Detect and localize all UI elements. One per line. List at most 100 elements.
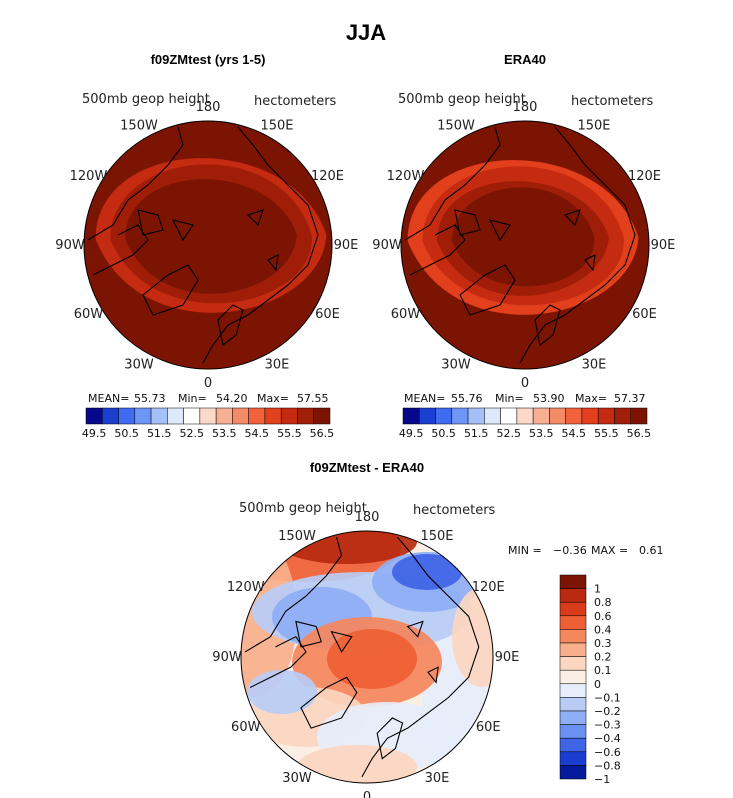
coastline xyxy=(361,536,480,778)
colorbar-swatch xyxy=(85,407,103,425)
coastline xyxy=(142,264,199,316)
panel-model-longitude-labels: 180 150E 120E 90E 60E 30E 0 30W 60W 90W 120W 150W xyxy=(55,100,358,391)
colorbar-swatch xyxy=(451,407,469,425)
longitude-label: 90W xyxy=(212,650,242,665)
panel-model-units-label: hectometers xyxy=(254,94,337,109)
panel-obs-max-label: Max= xyxy=(575,392,607,405)
longitude-label: 0 xyxy=(521,376,529,391)
coastline xyxy=(427,666,439,684)
longitude-label: 150W xyxy=(278,529,316,544)
panel-obs-title: ERA40 xyxy=(504,52,546,67)
panel-obs-units-label: hectometers xyxy=(571,94,654,109)
coastline xyxy=(300,676,358,729)
panel-obs-map xyxy=(400,120,650,370)
colorbar-swatch xyxy=(232,407,249,425)
colorbar-swatch xyxy=(559,669,587,685)
panel-diff-map xyxy=(240,530,494,784)
colorbar-tick-label: 0.4 xyxy=(594,623,612,636)
longitude-label: 90E xyxy=(495,650,520,665)
coastline xyxy=(584,254,596,272)
panel-diff-max-label: MAX = xyxy=(591,544,628,557)
colorbar-tick-label: 54.5 xyxy=(245,427,270,440)
longitude-label: 150W xyxy=(437,118,475,133)
longitude-label: 60E xyxy=(476,720,501,735)
longitude-label: 180 xyxy=(513,100,538,115)
difference-contour-band xyxy=(277,531,417,564)
colorbar-tick-label: 50.5 xyxy=(431,427,456,440)
coastline xyxy=(563,209,581,227)
height-contour-band xyxy=(169,206,253,266)
panel-diff-colorbar: 10.80.60.40.30.20.10−0.1−0.2−0.3−0.4−0.6… xyxy=(559,574,621,786)
panel-diff-title: f09ZMtest - ERA40 xyxy=(310,460,424,475)
colorbar-swatch xyxy=(559,629,587,644)
panel-obs-min-label: Min= xyxy=(495,392,524,405)
colorbar-swatch xyxy=(102,407,119,425)
colorbar-tick-label: 53.5 xyxy=(212,427,237,440)
longitude-label: 120E xyxy=(628,169,661,184)
colorbar-swatch xyxy=(264,407,282,425)
longitude-label: 90E xyxy=(651,238,676,253)
panel-model-mean-value: 55.73 xyxy=(134,392,166,405)
longitude-label: 30E xyxy=(582,358,607,373)
coastline xyxy=(454,209,481,236)
colorbar-swatch xyxy=(559,724,587,739)
colorbar-tick-label: −0.3 xyxy=(594,719,621,732)
colorbar-swatch xyxy=(467,407,485,425)
colorbar-swatch xyxy=(118,407,136,425)
colorbar-swatch xyxy=(559,710,587,725)
colorbar-swatch xyxy=(581,407,599,425)
longitude-label: 180 xyxy=(355,510,380,525)
panel-obs-min-value: 53.90 xyxy=(533,392,565,405)
longitude-label: 30E xyxy=(265,358,290,373)
colorbar-swatch xyxy=(559,601,587,617)
colorbar-swatch xyxy=(419,407,436,425)
map-field xyxy=(241,531,493,783)
coastline xyxy=(249,635,307,688)
colorbar-swatch xyxy=(297,407,314,425)
longitude-label: 120W xyxy=(70,169,108,184)
colorbar-tick-label: 53.5 xyxy=(529,427,554,440)
colorbar-swatch xyxy=(134,407,152,425)
panel-model-max-label: Max= xyxy=(257,392,289,405)
coastline xyxy=(459,264,516,316)
coastline xyxy=(246,209,264,227)
coastline xyxy=(295,620,322,648)
longitude-label: 120W xyxy=(387,169,425,184)
colorbar-swatch xyxy=(484,407,501,425)
colorbar-swatch xyxy=(559,574,587,589)
colorbar-tick-label: 52.5 xyxy=(179,427,204,440)
difference-contour-band xyxy=(452,587,493,687)
longitude-label: 120E xyxy=(472,580,505,595)
panel-model-max-value: 57.55 xyxy=(297,392,329,405)
colorbar-swatch xyxy=(559,642,587,657)
colorbar-tick-label: 52.5 xyxy=(496,427,521,440)
longitude-label: 30W xyxy=(282,771,312,786)
coastline xyxy=(409,224,466,276)
colorbar-swatch xyxy=(549,407,566,425)
longitude-label: 90W xyxy=(372,238,402,253)
map-field xyxy=(87,126,327,364)
colorbar-swatch xyxy=(500,407,518,425)
colorbar-swatch xyxy=(280,407,298,425)
longitude-label: 60E xyxy=(315,307,340,322)
colorbar-swatch xyxy=(559,765,587,780)
colorbar-tick-label: 51.5 xyxy=(147,427,172,440)
coastline xyxy=(217,304,244,346)
panel-model-min-value: 54.20 xyxy=(216,392,248,405)
colorbar-tick-label: 0 xyxy=(594,678,601,691)
colorbar-swatch xyxy=(215,407,233,425)
colorbar-tick-label: −0.1 xyxy=(594,691,621,704)
colorbar-swatch xyxy=(559,697,587,712)
panel-obs-longitude-labels: 180 150E 120E 90E 60E 30E 0 30W 60W 90W 120W 150W xyxy=(372,100,675,391)
colorbar-swatch xyxy=(532,407,550,425)
colorbar-tick-label: 0.3 xyxy=(594,637,612,650)
colorbar-swatch xyxy=(248,407,266,425)
colorbar-tick-label: 49.5 xyxy=(82,427,107,440)
panel-diff-min-value: −0.36 xyxy=(553,544,587,557)
colorbar-tick-label: 0.6 xyxy=(594,610,612,623)
panel-diff-min-label: MIN = xyxy=(508,544,542,557)
colorbar-tick-label: 0.8 xyxy=(594,596,612,609)
map-border xyxy=(240,530,494,784)
colorbar-tick-label: 1 xyxy=(594,583,601,596)
colorbar-swatch xyxy=(167,407,184,425)
